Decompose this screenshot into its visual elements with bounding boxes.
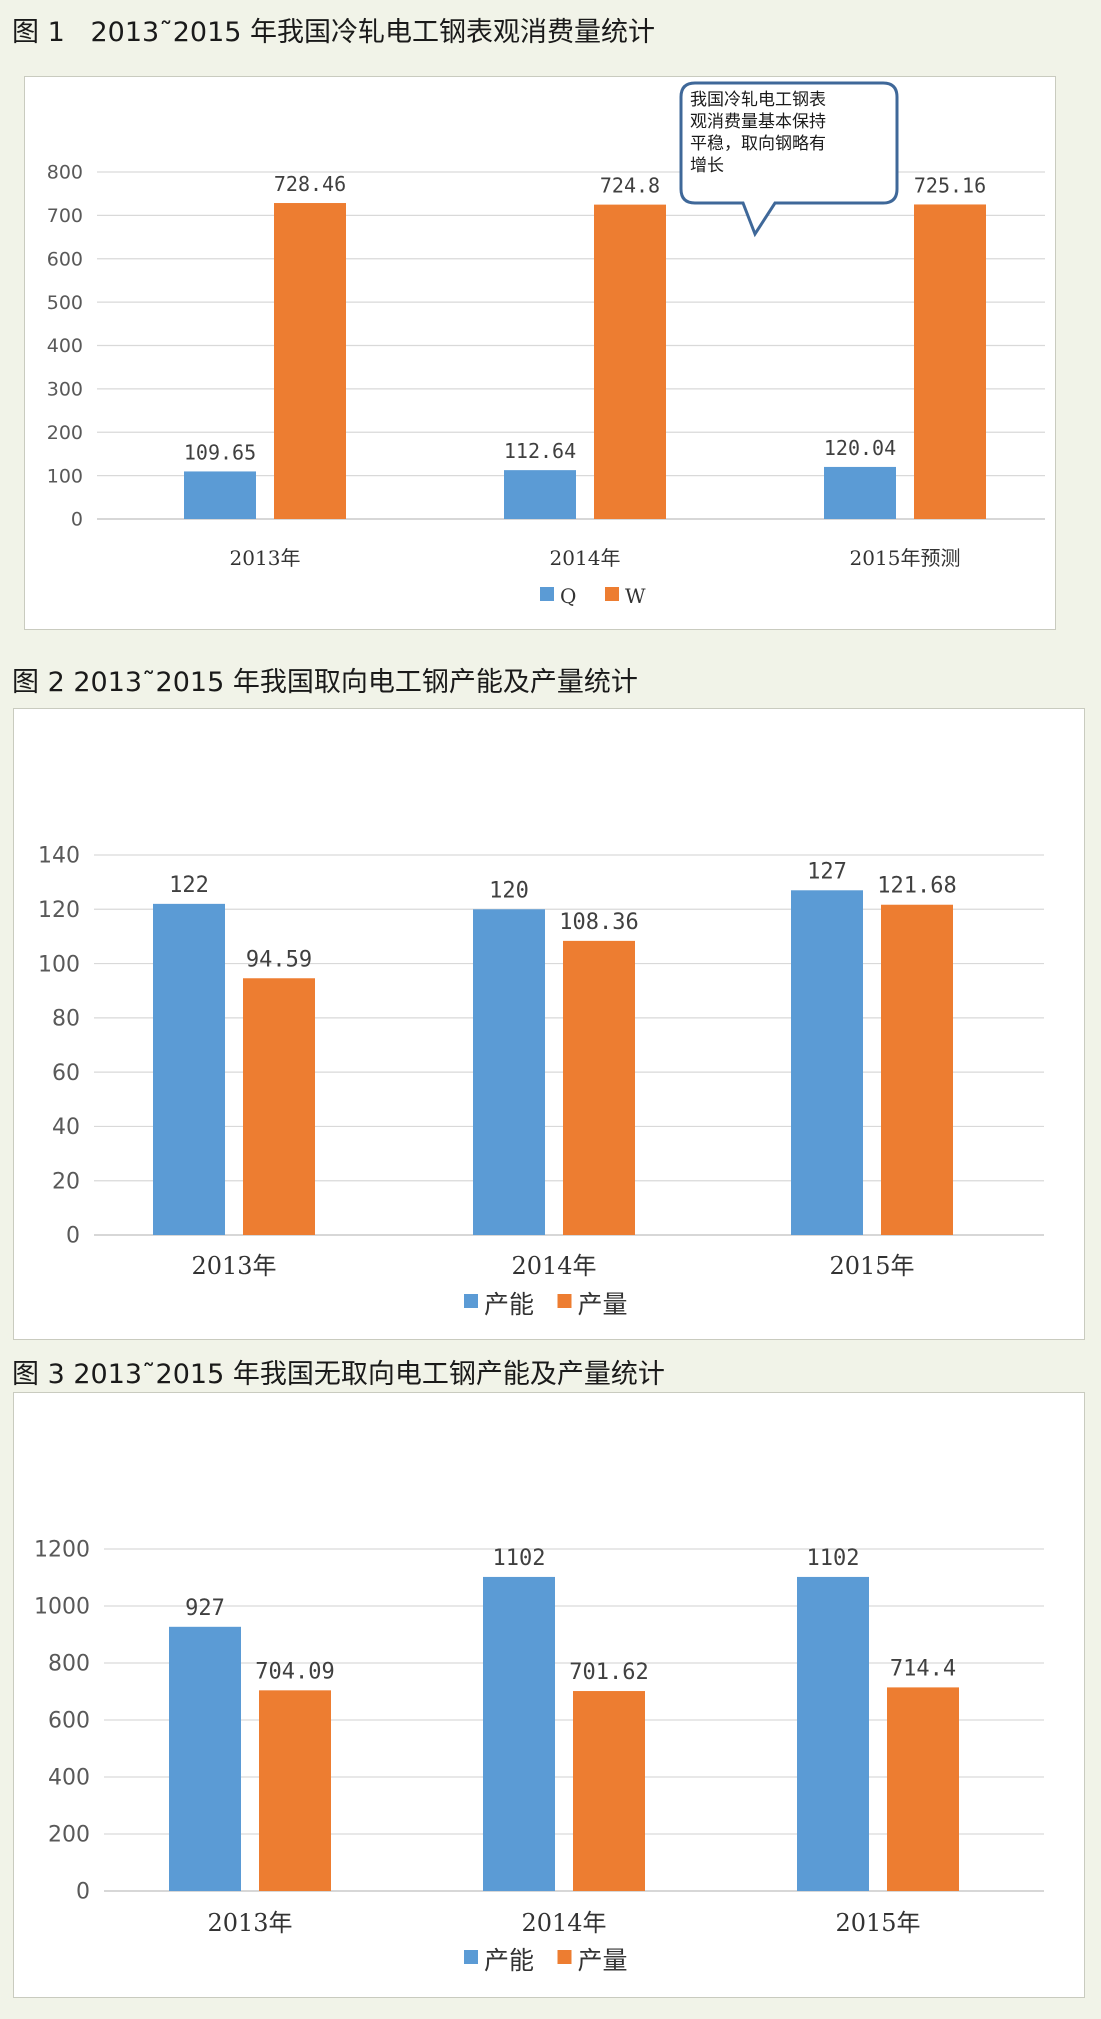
legend-label: 产量 xyxy=(578,1290,628,1319)
figure-2-chart-panel: 0 20 40 60 80 100 120 140 122 94.59 2013年 120 108.36… xyxy=(13,708,1085,1340)
callout-line: 平稳，取向钢略有 xyxy=(690,134,826,154)
figure-3-title: 图 3 2013˜2015 年我国无取向电工钢产能及产量统计 xyxy=(12,1359,665,1390)
bar-产能-2014年 xyxy=(473,909,545,1235)
bar-Q-2013年 xyxy=(184,471,256,519)
legend-label: 产能 xyxy=(484,1946,534,1975)
bar-产能-2015年 xyxy=(791,890,863,1235)
y-tick-label: 800 xyxy=(47,162,83,184)
callout-bubble xyxy=(679,81,899,238)
x-category-label: 2013年 xyxy=(191,1252,276,1280)
y-tick-label: 100 xyxy=(47,465,83,487)
bar-产量-2015年 xyxy=(881,904,953,1235)
figure-2-title: 图 2 2013˜2015 年我国取向电工钢产能及产量统计 xyxy=(12,667,638,698)
bar-Q-2014年 xyxy=(504,470,576,519)
legend-label: 产量 xyxy=(578,1946,628,1975)
y-tick-label: 200 xyxy=(48,1823,90,1848)
y-tick-label: 20 xyxy=(52,1169,80,1194)
y-tick-label: 1000 xyxy=(34,1595,90,1620)
bar-产能-2013年 xyxy=(169,1626,241,1891)
bar-Q-2015年预测 xyxy=(824,466,896,519)
y-tick-label: 140 xyxy=(38,844,80,869)
bar-W-2013年 xyxy=(274,203,346,520)
callout-line: 我国冷轧电工钢表 xyxy=(690,90,826,110)
bar-产量-2014年 xyxy=(573,1691,645,1891)
data-label: 108.36 xyxy=(559,910,638,935)
y-tick-label: 600 xyxy=(48,1709,90,1734)
data-label: 109.65 xyxy=(184,440,256,464)
bar-产能-2015年 xyxy=(797,1576,869,1891)
legend-swatch-产能 xyxy=(464,1294,478,1308)
data-label: 724.8 xyxy=(600,174,660,198)
y-tick-label: 700 xyxy=(47,205,83,227)
x-category-label: 2013年 xyxy=(207,1909,292,1937)
x-category-label: 2014年 xyxy=(511,1252,596,1280)
figure-3-bar-chart: 0 200 400 600 800 1000 1200 927 704.09 2013年 1102 7… xyxy=(34,1538,1044,1975)
figure-1-chart-panel: 0 100 200 300 400 500 600 700 800 109.65 728.46 201… xyxy=(24,76,1056,630)
legend-swatch-W xyxy=(605,587,619,601)
data-label: 725.16 xyxy=(914,173,986,197)
callout-text: 我国冷轧电工钢表 观消费量基本保持 平稳，取向钢略有 增长 xyxy=(690,89,890,177)
legend-swatch-产量 xyxy=(557,1950,572,1964)
data-label: 94.59 xyxy=(246,947,312,972)
callout-line: 增长 xyxy=(690,156,724,176)
y-tick-label: 200 xyxy=(47,422,83,444)
y-tick-label: 400 xyxy=(48,1766,90,1791)
data-label: 704.09 xyxy=(255,1659,334,1684)
data-label: 714.4 xyxy=(890,1656,956,1681)
y-tick-label: 40 xyxy=(52,1115,80,1140)
bar-产量-2015年 xyxy=(887,1687,959,1891)
x-category-label: 2015年 xyxy=(829,1252,914,1280)
y-tick-label: 120 xyxy=(38,898,80,923)
bar-W-2014年 xyxy=(594,204,666,520)
data-label: 701.62 xyxy=(569,1660,648,1685)
bar-产能-2013年 xyxy=(153,903,225,1235)
y-tick-label: 0 xyxy=(76,1880,90,1905)
legend-swatch-Q xyxy=(540,587,554,601)
x-category-label: 2014年 xyxy=(521,1909,606,1937)
y-tick-label: 500 xyxy=(47,292,83,314)
x-category-label: 2014年 xyxy=(550,546,621,570)
legend-label: Q xyxy=(560,584,576,608)
bar-产量-2014年 xyxy=(563,940,635,1235)
y-tick-label: 600 xyxy=(47,248,83,270)
y-tick-label: 300 xyxy=(47,379,83,401)
data-label: 120.04 xyxy=(824,436,896,460)
bar-产能-2014年 xyxy=(483,1576,555,1891)
data-label: 112.64 xyxy=(504,439,576,463)
data-label: 927 xyxy=(185,1596,225,1621)
data-label: 120 xyxy=(489,878,529,903)
x-category-label: 2013年 xyxy=(230,546,301,570)
y-tick-label: 800 xyxy=(48,1652,90,1677)
bar-产量-2013年 xyxy=(259,1690,331,1891)
y-tick-label: 0 xyxy=(66,1224,80,1249)
data-label: 1102 xyxy=(493,1546,546,1571)
y-tick-label: 80 xyxy=(52,1007,80,1032)
legend-label: W xyxy=(625,584,646,608)
legend-swatch-产量 xyxy=(557,1294,572,1308)
figure-2-bar-chart: 0 20 40 60 80 100 120 140 122 94.59 2013年 120 108.36… xyxy=(38,844,1044,1319)
y-tick-label: 1200 xyxy=(34,1538,90,1563)
data-label: 1102 xyxy=(807,1546,860,1571)
data-label: 122 xyxy=(169,873,209,898)
x-category-label: 2015年预测 xyxy=(850,546,961,570)
figure-1-title: 图 1 2013˜2015 年我国冷轧电工钢表观消费量统计 xyxy=(12,17,656,48)
bar-W-2015年预测 xyxy=(914,204,986,519)
data-label: 728.46 xyxy=(274,172,346,196)
data-label: 121.68 xyxy=(877,874,956,899)
x-category-label: 2015年 xyxy=(835,1909,920,1937)
bar-产量-2013年 xyxy=(243,978,315,1235)
legend-label: 产能 xyxy=(484,1290,534,1319)
y-tick-label: 100 xyxy=(38,952,80,977)
figure-1-bar-chart: 0 100 200 300 400 500 600 700 800 109.65 728.46 201… xyxy=(47,162,1045,608)
y-tick-label: 400 xyxy=(47,335,83,357)
figure-3-chart-panel: 0 200 400 600 800 1000 1200 927 704.09 2013年 1102 7… xyxy=(13,1392,1085,1998)
y-tick-label: 60 xyxy=(52,1061,80,1086)
callout-line: 观消费量基本保持 xyxy=(690,112,826,132)
y-tick-label: 0 xyxy=(71,509,83,531)
legend-swatch-产能 xyxy=(464,1950,478,1964)
data-label: 127 xyxy=(807,859,847,884)
